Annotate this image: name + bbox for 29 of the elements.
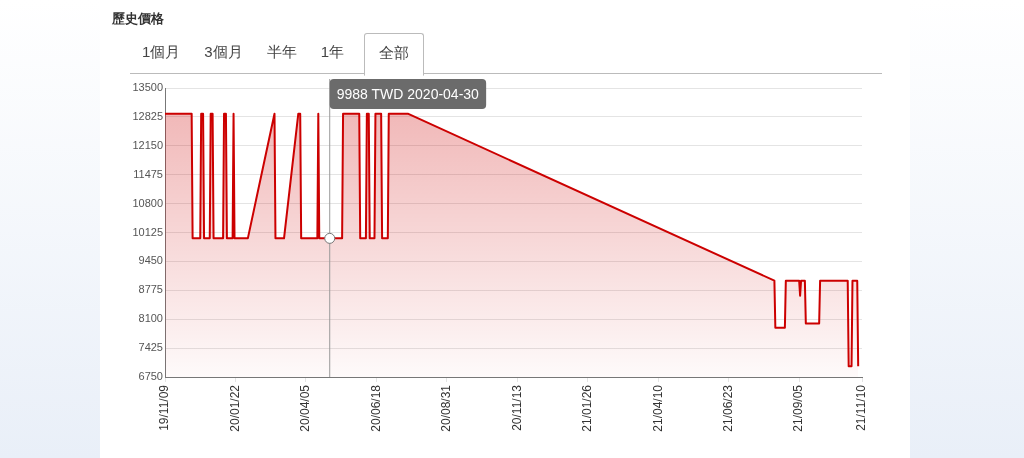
x-tick-label: 19/11/09 [157,384,172,431]
y-tick-label: 12150 [132,138,163,151]
x-tick-label: 20/04/05 [298,384,313,432]
y-tick-label: 8100 [138,312,163,325]
x-tick-label: 21/04/10 [650,384,665,432]
y-tick-label: 6750 [138,370,163,383]
text: 半年 [265,42,298,62]
x-tick-label: 20/06/18 [368,384,383,432]
y-tick-label: 12825 [132,109,163,122]
x-tick-label: 20/01/22 [227,384,242,432]
x-tick-label: 21/01/26 [580,384,595,432]
y-tick-label: 11475 [133,167,163,180]
x-tick-label: 21/09/05 [791,384,806,432]
y-tick-label: 9450 [138,254,163,267]
y-tick-label: 8775 [138,283,163,296]
x-tick-label: 21/11/10 [854,384,869,431]
x-tick-label: 20/11/13 [509,384,524,431]
y-tick-label: 13500 [132,81,163,94]
text: 全部 [364,33,425,76]
ref-line-label: 9988 TWD 2020-04-30 [336,85,480,102]
y-tick-label: 10125 [132,225,163,238]
text: 1年 [319,42,346,62]
y-tick-label: 7425 [138,341,163,354]
y-tick-label: 10800 [132,196,163,209]
text: 1個月 [141,42,182,62]
x-tick-label: 20/08/31 [439,384,454,432]
x-tick-label: 21/06/23 [721,384,736,432]
chart-title: 歷史價格 [112,10,164,28]
text: 3個月 [203,42,244,62]
